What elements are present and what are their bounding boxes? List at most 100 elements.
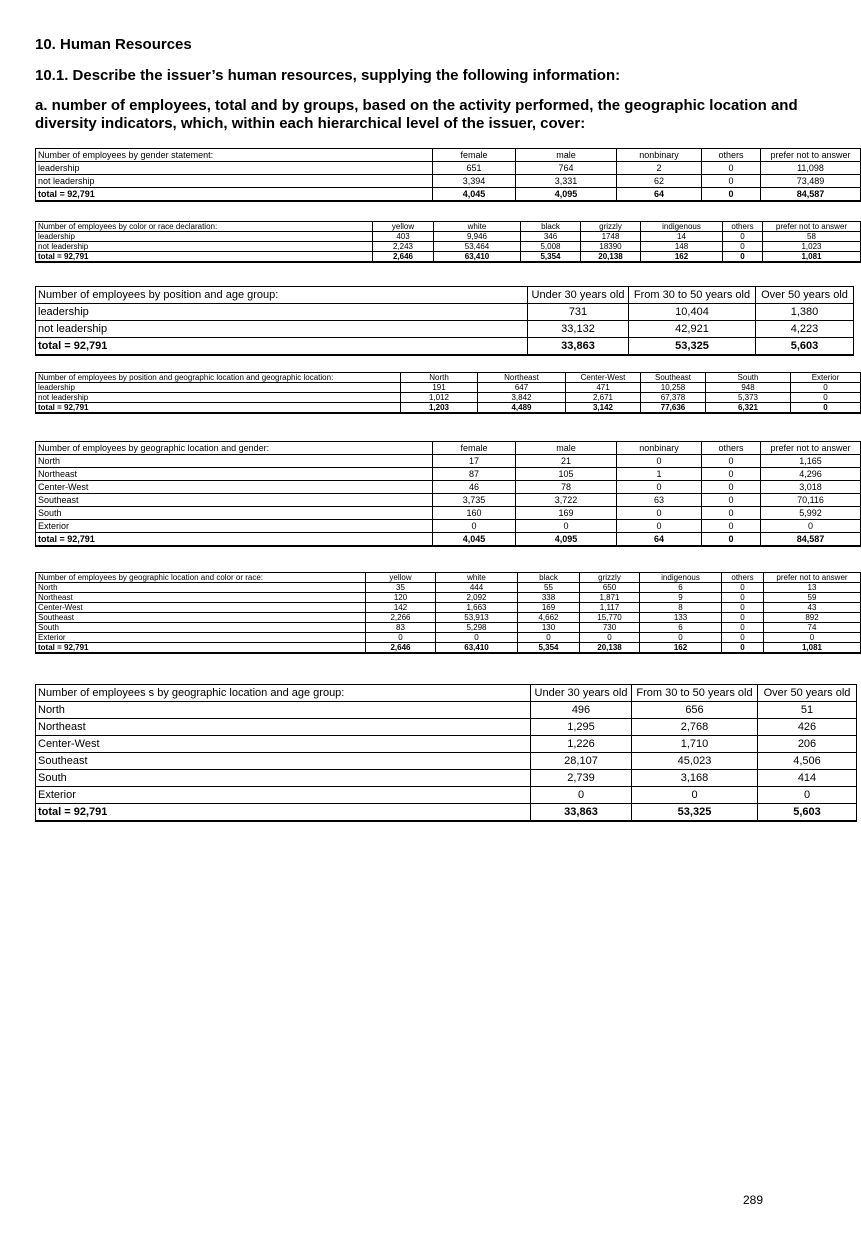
table-cell: 0	[616, 519, 702, 533]
table-cell: 53,913	[435, 612, 518, 623]
table-cell: 731	[527, 303, 629, 321]
table-cell: 496	[530, 701, 632, 719]
table-cell: 0	[616, 480, 702, 494]
row-label: not leadership	[35, 174, 433, 188]
table-row: leadership 191 647 471 10,258 948 0	[35, 382, 861, 393]
table-cell: 3,331	[515, 174, 617, 188]
table-cell: black	[517, 572, 580, 583]
table-cell: grizzly	[579, 572, 640, 583]
table-cell: 1,165	[760, 454, 861, 468]
table-header-row: Number of employees by color or race dec…	[35, 221, 861, 232]
table-cell: yellow	[365, 572, 436, 583]
table-cell: 948	[705, 382, 791, 393]
table-cell: 3,842	[477, 392, 566, 403]
table-cell: 0	[515, 519, 617, 533]
table-cell: 2,266	[365, 612, 436, 623]
table-cell: 1,380	[755, 303, 854, 321]
table-cell: 0	[517, 632, 580, 643]
gender-table: Number of employees by gender statement:…	[35, 148, 861, 202]
row-label: Southeast	[35, 752, 531, 770]
table-cell: 0	[722, 251, 763, 263]
table-cell: 0	[701, 174, 761, 188]
row-label: total = 92,791	[35, 402, 401, 414]
row-label: leadership	[35, 382, 401, 393]
table-cell: 0	[721, 632, 764, 643]
row-label: Number of employees by geographic locati…	[35, 572, 366, 583]
table-row: total = 92,791 2,646 63,410 5,354 20,138 162 0…	[35, 251, 861, 263]
row-label: not leadership	[35, 392, 401, 403]
table-cell: 6,321	[705, 402, 791, 414]
table-cell: 5,603	[757, 803, 857, 822]
table-row: Center-West 46 78 0 0 3,018	[35, 480, 861, 494]
table-cell: 5,354	[517, 642, 580, 654]
table-cell: 133	[639, 612, 722, 623]
row-label: Center-West	[35, 735, 531, 753]
table-cell: 13	[763, 582, 861, 593]
table-cell: 169	[517, 602, 580, 613]
table-cell: 63,410	[433, 251, 521, 263]
table-cell: Under 30 years old	[527, 286, 629, 304]
table-cell: 55	[517, 582, 580, 593]
table-cell: Northeast	[477, 372, 566, 383]
table-cell: 20,138	[579, 642, 640, 654]
table-row: Exterior 0 0 0	[35, 786, 857, 804]
table-cell: 0	[701, 467, 761, 481]
table-cell: 84,587	[760, 187, 861, 202]
row-label: Northeast	[35, 467, 433, 481]
table-cell: 1,081	[763, 642, 861, 654]
table-header-row: Number of employees s by geographic loca…	[35, 684, 857, 702]
table-cell: 33,863	[530, 803, 632, 822]
section-heading: 10. Human Resources	[35, 36, 192, 53]
table-cell: 160	[432, 506, 516, 520]
table-cell: 471	[565, 382, 641, 393]
table-cell: 18390	[580, 241, 641, 252]
table-cell: 46	[432, 480, 516, 494]
table-row: leadership 403 9,946 346 1748 14 0 58	[35, 231, 861, 242]
table-cell: 2,768	[631, 718, 758, 736]
table-row: North 35 444 55 650 6 0 13	[35, 582, 861, 593]
table-cell: 1,012	[400, 392, 478, 403]
table-cell: 0	[579, 632, 640, 643]
table-cell: 33,863	[527, 337, 629, 356]
table-cell: 78	[515, 480, 617, 494]
table-cell: 0	[631, 786, 758, 804]
race-table: Number of employees by color or race dec…	[35, 221, 861, 263]
row-label: Number of employees by gender statement:	[35, 148, 433, 162]
table-cell: 206	[757, 735, 857, 753]
table-cell: 0	[790, 402, 861, 414]
table-cell: 414	[757, 769, 857, 787]
table-cell: 53,464	[433, 241, 521, 252]
table-cell: 2,243	[372, 241, 434, 252]
table-row: not leadership 1,012 3,842 2,671 67,378 5,373…	[35, 392, 861, 403]
table-cell: 4,506	[757, 752, 857, 770]
row-label: North	[35, 454, 433, 468]
table-cell: 148	[640, 241, 723, 252]
table-cell: 162	[639, 642, 722, 654]
table-cell: 2,646	[365, 642, 436, 654]
table-cell: 63	[616, 493, 702, 507]
table-cell: others	[701, 441, 761, 455]
table-row: total = 92,791 33,863 53,325 5,603	[35, 337, 854, 356]
row-label: Number of employees by geographic locati…	[35, 441, 433, 455]
table-cell: prefer not to answer	[760, 441, 861, 455]
table-cell: 0	[757, 786, 857, 804]
table-cell: 21	[515, 454, 617, 468]
position-location-table: Number of employees by position and geog…	[35, 372, 861, 414]
table-cell: 84,587	[760, 532, 861, 547]
row-label: North	[35, 701, 531, 719]
table-cell: nonbinary	[616, 441, 702, 455]
table-cell: 0	[721, 642, 764, 654]
table-cell: 0	[790, 382, 861, 393]
table-cell: 142	[365, 602, 436, 613]
table-row: Southeast 2,266 53,913 4,662 15,770 133 0 892	[35, 612, 861, 623]
table-cell: 4,045	[432, 532, 516, 547]
table-cell: 5,603	[755, 337, 854, 356]
row-label: total = 92,791	[35, 251, 373, 263]
row-label: not leadership	[35, 320, 528, 338]
table-cell: 892	[763, 612, 861, 623]
table-cell: 6	[639, 622, 722, 633]
table-cell: 77,636	[640, 402, 706, 414]
row-label: Exterior	[35, 632, 366, 643]
table-cell: 444	[435, 582, 518, 593]
table-cell: 647	[477, 382, 566, 393]
